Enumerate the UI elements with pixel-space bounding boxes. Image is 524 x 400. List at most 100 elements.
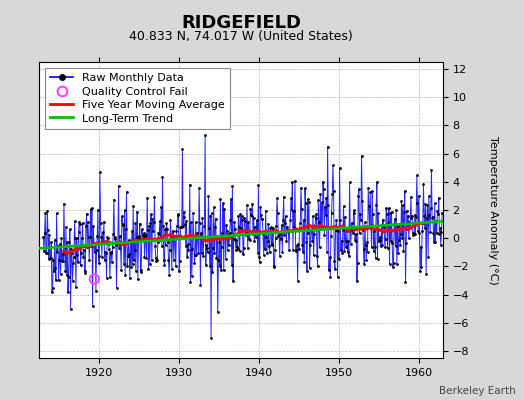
Point	[380, 228, 388, 234]
Point	[101, 257, 109, 264]
Point	[192, 219, 200, 226]
Point	[330, 188, 338, 194]
Point	[100, 218, 108, 225]
Point	[258, 216, 267, 222]
Point	[193, 230, 201, 236]
Point	[193, 234, 202, 240]
Point	[379, 216, 387, 223]
Point	[39, 233, 48, 240]
Point	[104, 234, 112, 241]
Point	[58, 250, 67, 257]
Point	[89, 302, 97, 309]
Point	[180, 209, 188, 216]
Point	[135, 232, 144, 239]
Point	[364, 184, 373, 191]
Point	[143, 255, 151, 261]
Point	[419, 181, 428, 188]
Point	[397, 198, 406, 204]
Point	[149, 228, 157, 234]
Point	[355, 186, 363, 192]
Point	[318, 199, 326, 206]
Point	[406, 224, 414, 231]
Point	[144, 266, 152, 272]
Point	[155, 231, 163, 237]
Point	[176, 224, 184, 230]
Point	[199, 253, 208, 259]
Point	[229, 278, 237, 284]
Point	[242, 229, 250, 235]
Point	[305, 199, 313, 205]
Point	[235, 248, 244, 254]
Point	[216, 195, 225, 202]
Point	[363, 239, 371, 245]
Point	[325, 267, 333, 274]
Point	[356, 211, 364, 217]
Point	[432, 218, 440, 224]
Point	[195, 220, 204, 226]
Point	[90, 248, 99, 255]
Point	[107, 259, 116, 266]
Point	[321, 204, 329, 210]
Point	[296, 224, 304, 231]
Point	[288, 178, 297, 185]
Point	[62, 224, 70, 231]
Point	[218, 230, 226, 236]
Point	[44, 227, 52, 233]
Point	[178, 224, 186, 230]
Point	[365, 203, 373, 210]
Point	[357, 152, 366, 159]
Point	[171, 263, 180, 269]
Point	[409, 232, 418, 238]
Point	[119, 221, 127, 228]
Point	[160, 257, 168, 263]
Point	[210, 250, 219, 256]
Point	[161, 226, 169, 232]
Point	[205, 224, 213, 231]
Point	[239, 245, 248, 251]
Point	[250, 238, 258, 245]
Point	[249, 215, 258, 222]
Point	[278, 248, 287, 255]
Point	[266, 224, 275, 231]
Point	[84, 219, 92, 225]
Point	[49, 257, 58, 264]
Point	[302, 238, 311, 245]
Point	[148, 257, 156, 263]
Point	[394, 250, 402, 256]
Point	[96, 169, 104, 175]
Point	[97, 253, 106, 260]
Point	[166, 247, 174, 253]
Point	[182, 243, 190, 249]
Point	[431, 200, 439, 206]
Point	[139, 230, 148, 237]
Point	[52, 210, 61, 216]
Point	[303, 268, 311, 274]
Point	[84, 234, 93, 240]
Point	[340, 203, 348, 210]
Point	[75, 218, 83, 225]
Point	[284, 226, 292, 233]
Point	[185, 234, 193, 240]
Point	[74, 258, 82, 265]
Point	[288, 206, 296, 213]
Point	[304, 230, 312, 236]
Point	[150, 218, 158, 225]
Point	[414, 228, 422, 234]
Point	[153, 256, 161, 263]
Point	[357, 217, 365, 223]
Point	[386, 210, 395, 216]
Point	[411, 230, 420, 237]
Point	[108, 244, 117, 250]
Point	[64, 274, 73, 280]
Point	[112, 285, 121, 291]
Point	[254, 250, 262, 256]
Point	[211, 223, 219, 230]
Point	[271, 235, 280, 241]
Point	[311, 224, 319, 231]
Point	[68, 250, 76, 256]
Point	[65, 238, 73, 245]
Point	[124, 252, 132, 259]
Point	[226, 217, 235, 224]
Point	[286, 228, 294, 234]
Point	[314, 197, 322, 204]
